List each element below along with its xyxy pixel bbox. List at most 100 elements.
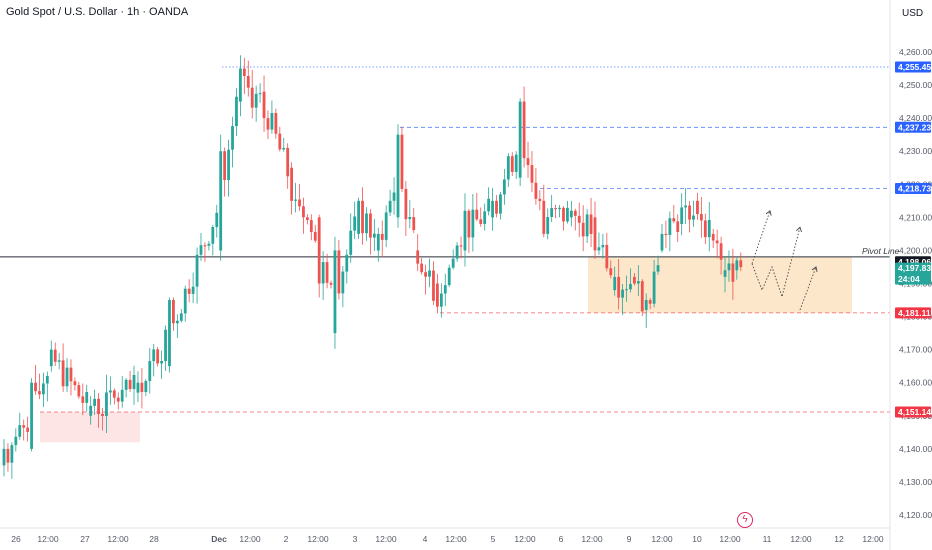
currency-label: USD xyxy=(902,8,924,19)
candle xyxy=(636,265,640,296)
candle-body xyxy=(688,205,691,220)
x-tick-label: 2 xyxy=(284,534,289,544)
candle xyxy=(53,342,57,366)
candle-body xyxy=(65,367,69,387)
candle xyxy=(140,367,144,409)
candle xyxy=(357,197,360,240)
candle-body xyxy=(495,200,498,214)
candle-body xyxy=(298,199,301,207)
candle xyxy=(160,350,163,379)
candle xyxy=(715,229,719,259)
candle xyxy=(250,69,254,119)
candle xyxy=(254,85,258,122)
candle xyxy=(629,268,632,293)
candle xyxy=(471,194,475,252)
candle xyxy=(361,187,364,245)
lightning-icon[interactable]: ϟ xyxy=(737,512,753,528)
candle xyxy=(101,407,104,431)
zones-layer xyxy=(40,256,852,443)
candle-body xyxy=(656,265,660,272)
chart-title: Gold Spot / U.S. Dollar · 1h · OANDA xyxy=(6,6,189,18)
y-tick-label: 4,240.000 xyxy=(899,113,932,123)
candle-body xyxy=(439,293,443,307)
x-tick-label: 6 xyxy=(559,534,564,544)
candle-body xyxy=(164,329,167,362)
candle-body xyxy=(420,263,424,273)
candle-body xyxy=(412,217,416,231)
x-tick-label: 12:00 xyxy=(37,534,59,544)
levels-layer: Pivot Line xyxy=(0,66,900,413)
candle-body xyxy=(152,349,156,362)
candle-body xyxy=(349,230,353,255)
candle-body xyxy=(140,382,144,393)
candle xyxy=(372,218,376,251)
x-tick-label: 12:00 xyxy=(514,534,536,544)
candle-body xyxy=(329,282,333,285)
candle-body xyxy=(278,133,282,150)
candle-body xyxy=(668,218,672,235)
candle-body xyxy=(723,270,727,277)
candle-body xyxy=(672,218,676,222)
candle-body xyxy=(156,349,160,364)
candle-body xyxy=(254,93,258,108)
candle-body xyxy=(14,436,18,446)
candle xyxy=(384,205,388,248)
candle-body xyxy=(538,198,542,201)
candle-body xyxy=(550,208,554,217)
candle xyxy=(400,126,404,193)
candle xyxy=(353,201,357,240)
candle-body xyxy=(77,385,81,397)
candle xyxy=(625,275,628,302)
candle xyxy=(439,283,443,318)
candle-body xyxy=(341,271,345,294)
candle xyxy=(459,236,463,259)
candle xyxy=(420,257,424,275)
candle-body xyxy=(424,272,427,277)
candle xyxy=(132,365,136,406)
y-tick-label: 4,140.000 xyxy=(899,444,932,454)
time-axis: 26 12:00 27 12:00 28 Dec 12:00 2 12:00 3 12:00 4 12:… xyxy=(11,534,884,544)
candle-body xyxy=(644,300,648,310)
candle xyxy=(436,273,439,314)
candle xyxy=(566,200,569,224)
candle-body xyxy=(223,151,227,181)
candle xyxy=(499,191,502,220)
candle-body xyxy=(270,112,274,130)
candle-body xyxy=(53,349,57,362)
candle xyxy=(369,209,372,255)
candle xyxy=(164,325,167,371)
candle-body xyxy=(274,112,278,134)
candle-body xyxy=(203,245,207,247)
x-tick-label: 12 xyxy=(834,534,844,544)
candle-body xyxy=(546,216,550,234)
candle xyxy=(30,378,33,452)
candle-body xyxy=(116,397,120,402)
candle xyxy=(298,184,301,211)
projection-arrowhead xyxy=(811,266,818,272)
candle xyxy=(227,139,230,197)
x-tick-label: 5 xyxy=(491,534,496,544)
support-4151-tag-bg xyxy=(895,406,931,418)
candle-body xyxy=(227,149,230,181)
projection-path xyxy=(751,227,801,299)
candle-body xyxy=(428,270,431,277)
candle xyxy=(585,209,589,244)
candle-body xyxy=(684,205,688,208)
candle-body xyxy=(526,158,530,166)
candle xyxy=(120,376,124,408)
y-tick-label: 4,200.000 xyxy=(899,245,932,255)
candle xyxy=(696,192,699,220)
candle xyxy=(573,208,577,231)
candle xyxy=(341,266,345,308)
y-tick-label: 4,250.000 xyxy=(899,80,932,90)
candle-body xyxy=(361,200,364,234)
candle xyxy=(246,60,250,97)
candle-body xyxy=(333,250,337,334)
candle xyxy=(376,227,380,262)
candle xyxy=(668,211,672,252)
candle-body xyxy=(6,448,10,463)
x-tick-label: 12:00 xyxy=(239,534,261,544)
y-tick-label: 4,130.000 xyxy=(899,477,932,487)
candle xyxy=(317,214,321,298)
